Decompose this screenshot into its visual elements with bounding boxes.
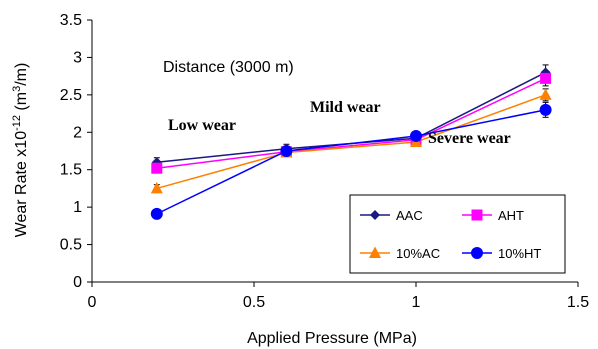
annotation-low-wear: Low wear	[168, 117, 236, 134]
y-axis-title-exp: -12	[11, 115, 23, 131]
data-point-10ac	[539, 88, 552, 100]
series-lines	[156, 71, 546, 215]
legend-label-10ac: 10%AC	[396, 246, 440, 261]
y-tick-label: 1	[73, 199, 82, 216]
legend-label-aht: AHT	[498, 208, 524, 223]
legend-label-10ht: 10%HT	[498, 246, 541, 261]
y-axis-title-unit-close: /m)	[13, 63, 30, 86]
x-tick-label: 1	[412, 294, 421, 311]
y-tick-label: 2	[73, 124, 82, 141]
y-tick-label: 0	[73, 274, 82, 291]
ticks: 0 0.5 1 1.5 2 2.5 3 3.5 0 0.5 1 1.5	[60, 12, 589, 311]
data-point-10ht	[280, 145, 293, 157]
series-markers	[150, 67, 552, 220]
y-axis-title: Wear Rate x10-12 (m3/m)	[11, 63, 30, 238]
series-line-10ht	[156, 109, 546, 215]
y-axis-title-unit-open: (m	[13, 92, 30, 115]
legend-marker-aac	[370, 210, 380, 220]
data-point-aht	[151, 162, 163, 174]
legend-box	[349, 194, 566, 274]
legend: AAC AHT 10%AC 10%HT	[349, 194, 566, 274]
legend-marker-10ht	[471, 247, 483, 259]
series-line-10ac	[156, 94, 546, 190]
legend-marker-10ac	[369, 246, 381, 258]
data-point-10ht	[410, 130, 422, 143]
data-point-10ht	[150, 207, 163, 220]
annotation-mild-wear: Mild wear	[310, 99, 381, 116]
y-tick-label: 0.5	[60, 237, 82, 254]
y-tick-label: 3.5	[60, 12, 82, 29]
y-tick-label: 1.5	[60, 162, 82, 179]
axes	[91, 20, 578, 283]
y-tick-label: 3	[73, 49, 82, 66]
legend-label-aac: AAC	[396, 208, 423, 223]
x-tick-label: 0	[88, 294, 97, 311]
y-axis-title-unit-exp: 3	[11, 86, 23, 92]
annotation-severe-wear: Severe wear	[428, 130, 511, 147]
y-axis-title-main: Wear Rate x10	[13, 131, 30, 238]
data-point-aht	[540, 72, 552, 84]
x-axis-title: Applied Pressure (MPa)	[247, 330, 417, 347]
data-point-10ac	[150, 181, 163, 194]
y-tick-label: 2.5	[60, 87, 82, 104]
x-tick-label: 1.5	[567, 294, 589, 311]
x-tick-label: 0.5	[243, 294, 265, 311]
series-line-aht	[156, 77, 546, 169]
legend-marker-aht	[471, 209, 483, 221]
annotation-distance: Distance (3000 m)	[163, 59, 294, 76]
data-point-10ht	[539, 103, 552, 116]
